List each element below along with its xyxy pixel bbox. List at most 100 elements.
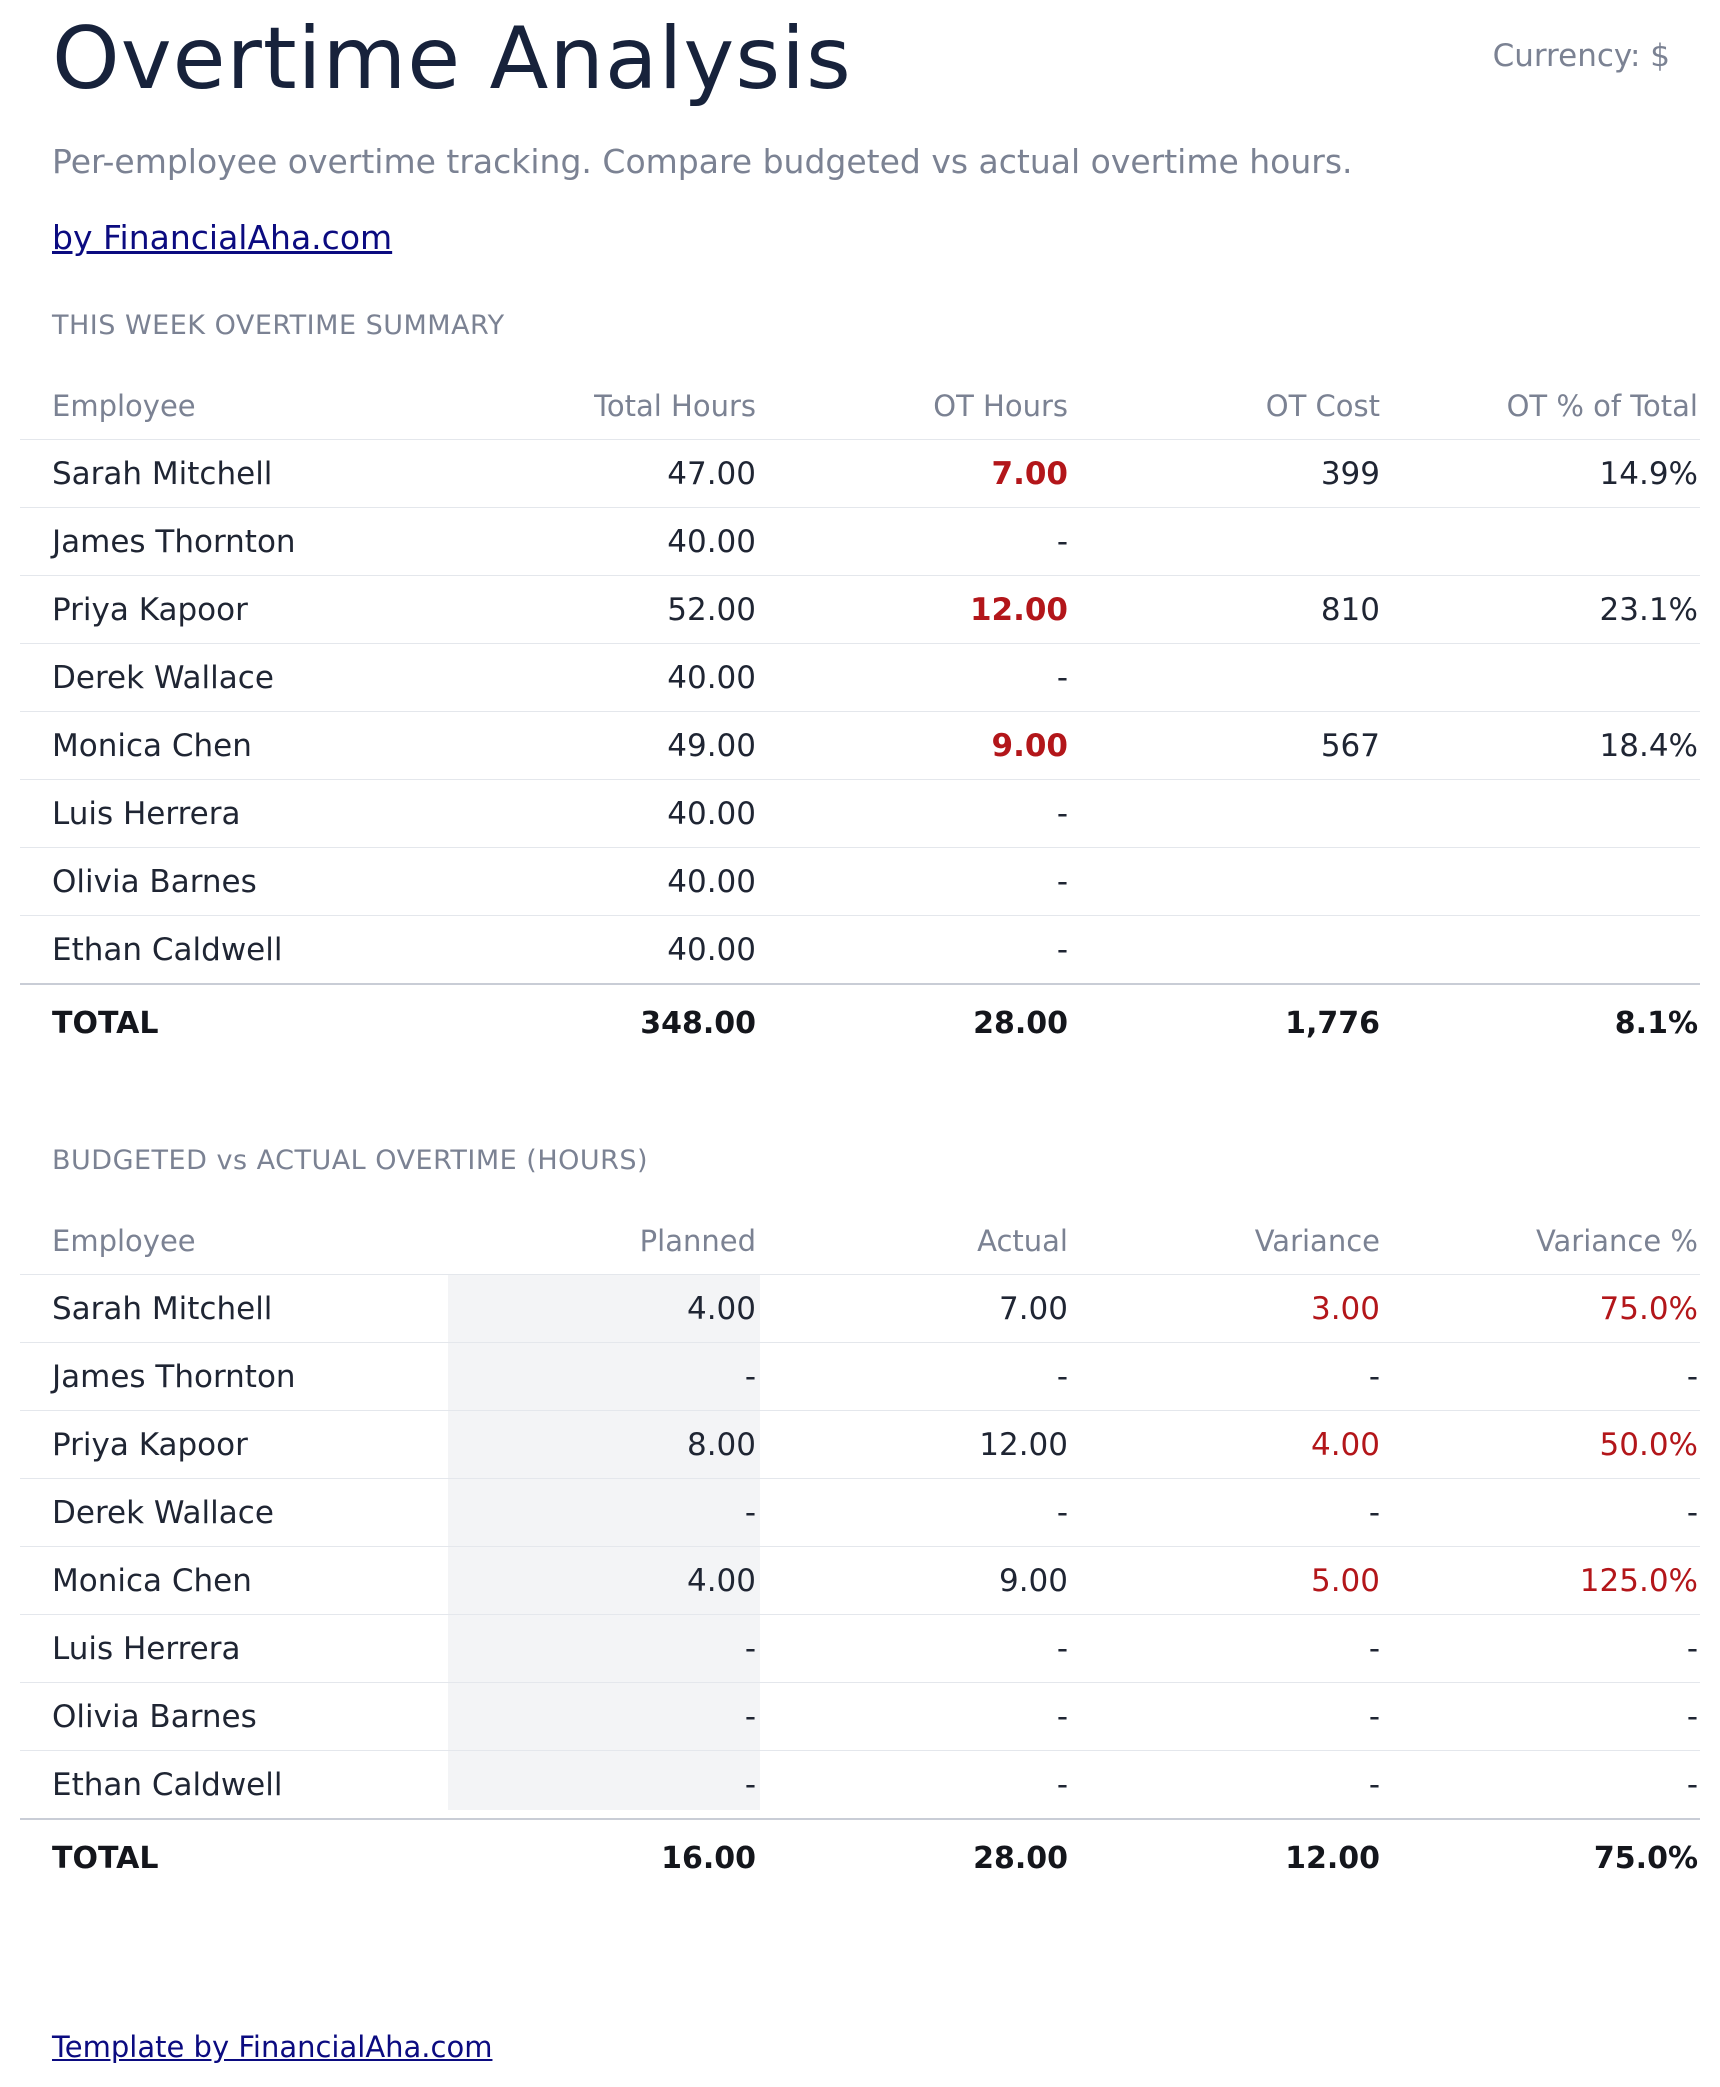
currency-label: Currency: $ — [1492, 38, 1670, 74]
table-row: Ethan Caldwell - - - - — [20, 1751, 1700, 1819]
variance-hours: - — [1368, 1766, 1380, 1803]
planned-hours: - — [744, 1766, 756, 1803]
total-variance-value: 12.00 — [1285, 1840, 1380, 1876]
table-row: James Thornton 40.00 - — [20, 508, 1700, 576]
planned-hours: 4.00 — [686, 1562, 756, 1599]
ot-hours: 12.00 — [969, 591, 1068, 628]
ot-cost: 399 — [1320, 455, 1380, 492]
employee-name: Olivia Barnes — [52, 1698, 257, 1735]
actual-hours: - — [1056, 1698, 1068, 1735]
column-header-employee: Employee — [52, 388, 196, 423]
employee-name: Derek Wallace — [52, 1494, 274, 1531]
variance-hours: 5.00 — [1310, 1562, 1380, 1599]
employee-name: Ethan Caldwell — [52, 931, 283, 968]
actual-hours: - — [1056, 1766, 1068, 1803]
total-ot-cost-value: 1,776 — [1285, 1005, 1380, 1041]
ot-hours: - — [1056, 659, 1068, 696]
actual-hours: 12.00 — [979, 1426, 1068, 1463]
variance-pct: - — [1686, 1494, 1698, 1531]
total-hours: 49.00 — [667, 727, 756, 764]
variance-pct: 125.0% — [1579, 1562, 1698, 1599]
variance-pct: - — [1686, 1630, 1698, 1667]
budget-total-row: TOTAL 16.00 28.00 12.00 75.0% — [20, 1818, 1700, 1896]
budget-header-row: Employee Planned Actual Variance Varianc… — [20, 1207, 1700, 1275]
total-hours: 40.00 — [667, 931, 756, 968]
total-actual-value: 28.00 — [973, 1840, 1068, 1876]
column-header-ot-cost: OT Cost — [1265, 388, 1380, 423]
total-variance-pct-value: 75.0% — [1593, 1840, 1698, 1876]
variance-pct: 75.0% — [1599, 1290, 1698, 1327]
employee-name: Luis Herrera — [52, 795, 241, 832]
ot-hours: - — [1056, 795, 1068, 832]
table-row: Ethan Caldwell 40.00 - — [20, 916, 1700, 984]
ot-cost: 810 — [1320, 591, 1380, 628]
variance-hours: - — [1368, 1630, 1380, 1667]
actual-hours: 9.00 — [998, 1562, 1068, 1599]
variance-hours: - — [1368, 1494, 1380, 1531]
employee-name: Priya Kapoor — [52, 591, 248, 628]
employee-name: James Thornton — [52, 523, 296, 560]
planned-hours: - — [744, 1358, 756, 1395]
actual-hours: 7.00 — [998, 1290, 1068, 1327]
planned-hours: 4.00 — [686, 1290, 756, 1327]
variance-hours: - — [1368, 1358, 1380, 1395]
variance-hours: - — [1368, 1698, 1380, 1735]
planned-hours: - — [744, 1698, 756, 1735]
column-header-variance: Variance — [1254, 1223, 1380, 1258]
column-header-ot-pct: OT % of Total — [1506, 388, 1698, 423]
table-row: James Thornton - - - - — [20, 1343, 1700, 1411]
employee-name: Olivia Barnes — [52, 863, 257, 900]
total-hours: 40.00 — [667, 523, 756, 560]
ot-cost: 567 — [1320, 727, 1380, 764]
planned-hours: - — [744, 1630, 756, 1667]
ot-pct: 14.9% — [1599, 455, 1698, 492]
table-row: Sarah Mitchell 4.00 7.00 3.00 75.0% — [20, 1275, 1700, 1343]
variance-pct: - — [1686, 1766, 1698, 1803]
table-row: Olivia Barnes - - - - — [20, 1683, 1700, 1751]
employee-name: Monica Chen — [52, 727, 252, 764]
employee-name: Derek Wallace — [52, 659, 274, 696]
column-header-variance-pct: Variance % — [1535, 1223, 1698, 1258]
planned-hours: - — [744, 1494, 756, 1531]
column-header-planned: Planned — [639, 1223, 756, 1258]
page-title: Overtime Analysis — [52, 9, 852, 109]
employee-name: Luis Herrera — [52, 1630, 241, 1667]
total-label: TOTAL — [52, 1840, 159, 1876]
total-label: TOTAL — [52, 1005, 159, 1041]
total-hours-value: 348.00 — [640, 1005, 756, 1041]
table-row: Luis Herrera 40.00 - — [20, 780, 1700, 848]
column-header-ot-hours: OT Hours — [933, 388, 1068, 423]
planned-hours: 8.00 — [686, 1426, 756, 1463]
total-planned-value: 16.00 — [661, 1840, 756, 1876]
ot-hours: 7.00 — [991, 455, 1069, 492]
table-row: Monica Chen 49.00 9.00 567 18.4% — [20, 712, 1700, 780]
ot-hours: - — [1056, 931, 1068, 968]
ot-hours: 9.00 — [991, 727, 1069, 764]
total-ot-hours-value: 28.00 — [973, 1005, 1068, 1041]
summary-header-row: Employee Total Hours OT Hours OT Cost OT… — [20, 372, 1700, 440]
table-row: Derek Wallace - - - - — [20, 1479, 1700, 1547]
table-row: Priya Kapoor 8.00 12.00 4.00 50.0% — [20, 1411, 1700, 1479]
actual-hours: - — [1056, 1494, 1068, 1531]
variance-pct: 50.0% — [1599, 1426, 1698, 1463]
budget-section-label: BUDGETED vs ACTUAL OVERTIME (HOURS) — [52, 1145, 649, 1176]
table-row: Olivia Barnes 40.00 - — [20, 848, 1700, 916]
summary-total-row: TOTAL 348.00 28.00 1,776 8.1% — [20, 983, 1700, 1061]
byline-link[interactable]: by FinancialAha.com — [52, 218, 393, 257]
table-row: Sarah Mitchell 47.00 7.00 399 14.9% — [20, 440, 1700, 508]
variance-hours: 4.00 — [1310, 1426, 1380, 1463]
employee-name: Ethan Caldwell — [52, 1766, 283, 1803]
table-row: Luis Herrera - - - - — [20, 1615, 1700, 1683]
table-row: Priya Kapoor 52.00 12.00 810 23.1% — [20, 576, 1700, 644]
ot-hours: - — [1056, 863, 1068, 900]
footer-template-link[interactable]: Template by FinancialAha.com — [52, 2030, 493, 2064]
column-header-actual: Actual — [977, 1223, 1068, 1258]
overtime-summary-table: Employee Total Hours OT Hours OT Cost OT… — [20, 372, 1700, 1061]
summary-section-label: THIS WEEK OVERTIME SUMMARY — [52, 310, 505, 341]
ot-hours: - — [1056, 523, 1068, 560]
employee-name: Monica Chen — [52, 1562, 252, 1599]
column-header-employee: Employee — [52, 1223, 196, 1258]
employee-name: James Thornton — [52, 1358, 296, 1395]
actual-hours: - — [1056, 1358, 1068, 1395]
